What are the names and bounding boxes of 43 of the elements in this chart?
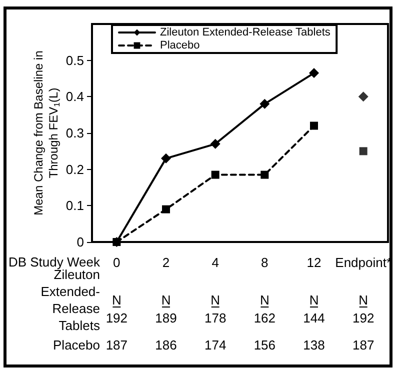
text: N	[112, 292, 122, 308]
x-tick-label: 8	[261, 255, 268, 270]
x-tick-label: 2	[162, 255, 170, 270]
text: N	[161, 292, 171, 308]
point	[310, 122, 318, 130]
x-axis-title: DB Study Week	[8, 254, 100, 270]
text: Placebo	[53, 338, 100, 352]
text: 178	[204, 310, 226, 326]
point	[260, 170, 269, 179]
text: 187	[352, 338, 374, 352]
legend-label: Zileuton Extended-Release Tablets	[160, 26, 331, 38]
x-tick-label: 12	[306, 255, 322, 270]
text: N	[210, 292, 220, 308]
y-tick-label: 0.1	[66, 198, 84, 214]
text: 189	[155, 310, 177, 326]
y-tick-label: 0.4	[66, 89, 84, 104]
point	[260, 98, 270, 109]
text: 138	[303, 338, 325, 352]
legend-label: Placebo	[160, 40, 200, 52]
text: 174	[204, 338, 226, 352]
y-tick-label: 0.5	[66, 52, 84, 68]
point	[210, 138, 220, 149]
point	[211, 170, 220, 179]
y-tick-label: 0.3	[66, 126, 84, 140]
point	[112, 238, 121, 246]
text: 192	[352, 310, 374, 326]
text: 186	[155, 338, 177, 352]
text: 192	[106, 310, 128, 326]
point	[161, 153, 171, 164]
text: N	[309, 292, 319, 308]
text: 162	[254, 310, 276, 326]
text: 156	[254, 338, 276, 352]
point	[309, 68, 319, 78]
y-tick-label: 0	[76, 234, 84, 250]
x-tick-label: 4	[212, 255, 219, 270]
text: N	[358, 292, 368, 308]
text: N	[260, 292, 270, 308]
x-tick-label: Endpoint*	[335, 255, 392, 270]
text: 187	[106, 338, 128, 352]
text: 144	[303, 310, 325, 326]
x-tick-label: 0	[113, 255, 120, 270]
point	[162, 205, 170, 214]
y-tick-label: 0.2	[66, 162, 84, 177]
